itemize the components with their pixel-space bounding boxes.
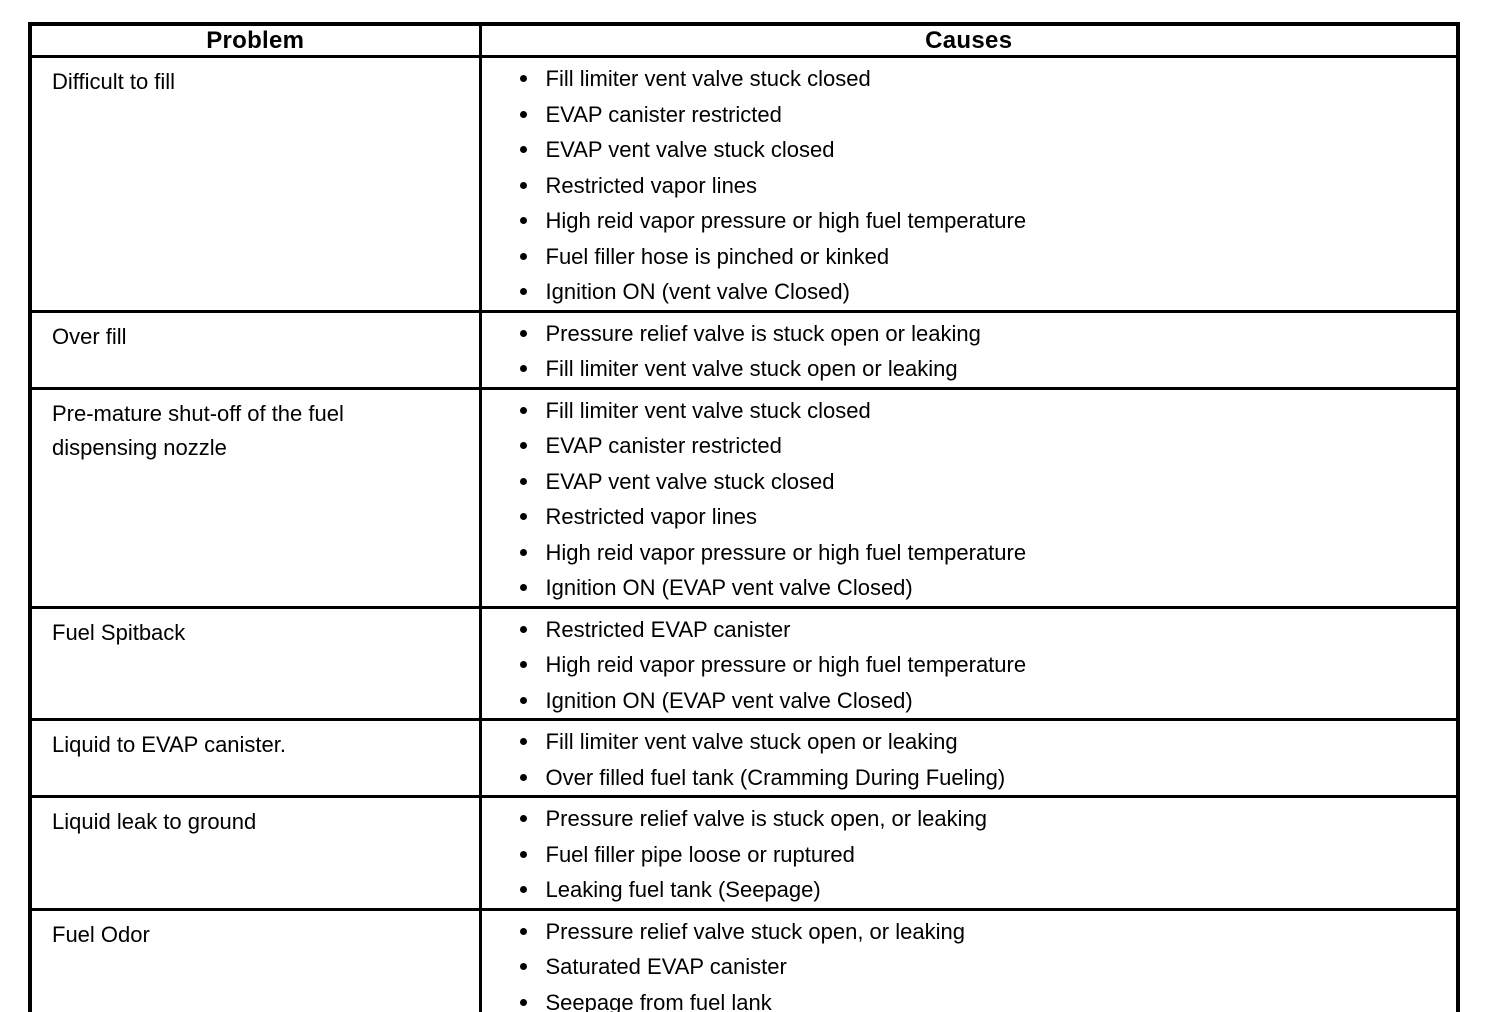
problem-label: Fuel Odor [52,921,150,947]
causes-list: Fill limiter vent valve stuck closed EVAP… [482,393,1457,606]
causes-list: Pressure relief valve is stuck open, or … [482,801,1457,908]
causes-list: Pressure relief valve stuck open, or lea… [482,914,1457,1012]
cause-item: Saturated EVAP canister [519,949,1457,985]
problem-cell: Pre-mature shut-off of the fuel dispensi… [28,386,482,609]
table-row: Liquid to EVAP canister. Fill limiter ven… [28,718,1460,798]
table-row: Fuel Odor Pressure relief valve stuck ope… [28,907,1460,1012]
causes-cell: Pressure relief valve is stuck open, or … [478,795,1460,911]
problem-label: Liquid to EVAP canister. [52,732,286,757]
cause-item: Restricted EVAP canister [519,612,1457,648]
header-row: Problem Causes [28,22,1460,58]
cause-item: EVAP vent valve stuck closed [519,464,1457,500]
cause-item: Pressure relief valve is stuck open, or … [519,801,1457,837]
problem-label: Difficult to fill [52,69,176,94]
cause-item: Seepage from fuel lank [519,985,1457,1012]
causes-cell: Fill limiter vent valve stuck closed EVAP… [478,386,1460,609]
cause-item: High reid vapor pressure or high fuel te… [519,647,1457,683]
cause-item: Fuel filler hose is pinched or kinked [519,239,1457,275]
causes-cell: Fill limiter vent valve stuck closed EVAP… [478,55,1460,313]
problem-label: Pre-mature shut-off of the fuel dispensi… [52,400,344,460]
causes-cell: Pressure relief valve is stuck open or l… [478,309,1460,390]
problem-cell: Fuel Spitback [28,605,482,721]
causes-cell: Pressure relief valve stuck open, or lea… [478,907,1460,1012]
problem-label: Liquid leak to ground [52,809,257,834]
table-row: Pre-mature shut-off of the fuel dispensi… [28,386,1460,609]
cause-item: Fuel filler pipe loose or ruptured [519,837,1457,873]
causes-list: Fill limiter vent valve stuck open or le… [482,724,1457,795]
table-header: Problem Causes [28,22,1460,58]
cause-item: Ignition ON (EVAP vent valve Closed) [519,570,1457,606]
causes-cell: Fill limiter vent valve stuck open or le… [478,718,1460,798]
problem-cell: Difficult to fill [28,55,482,313]
cause-item: Fill limiter vent valve stuck closed [519,393,1457,429]
cause-item: EVAP canister restricted [519,97,1457,133]
cause-item: High reid vapor pressure or high fuel te… [519,203,1457,239]
table-row: Fuel Spitback Restricted EVAP canister Hig… [28,605,1460,721]
problem-cell: Fuel Odor [28,907,482,1012]
table-row: Liquid leak to ground Pressure relief val… [28,795,1460,911]
cause-item: Pressure relief valve is stuck open or l… [519,316,1457,352]
cause-item: Ignition ON (vent valve Closed) [519,274,1457,310]
problem-cell: Over fill [28,309,482,390]
problem-label: Over fill [52,323,127,349]
cause-item: Leaking fuel tank (Seepage) [519,872,1457,908]
troubleshooting-table: Problem Causes Difficult to fill Fill lim… [28,22,1460,1012]
table-body: Difficult to fill Fill limiter vent valve… [28,55,1460,1012]
causes-column-header: Causes [478,22,1460,58]
cause-item: High reid vapor pressure or high fuel te… [519,535,1457,571]
table-row: Over fill Pressure relief valve is stuck … [28,309,1460,390]
cause-item: Fill limiter vent valve stuck open or le… [519,724,1457,760]
cause-item: EVAP vent valve stuck closed [519,132,1457,168]
causes-cell: Restricted EVAP canister High reid vapor … [478,605,1460,721]
cause-item: EVAP canister restricted [519,428,1457,464]
cause-item: Pressure relief valve stuck open, or lea… [519,914,1457,950]
problem-label: Fuel Spitback [52,619,186,645]
cause-item: Fill limiter vent valve stuck open or le… [519,351,1457,387]
problem-column-header: Problem [28,22,482,58]
cause-item: Over filled fuel tank (Cramming During F… [519,760,1457,796]
causes-list: Restricted EVAP canister High reid vapor … [482,612,1457,719]
cause-item: Restricted vapor lines [519,499,1457,535]
cause-item: Ignition ON (EVAP vent valve Closed) [519,683,1457,719]
cause-item: Restricted vapor lines [519,168,1457,204]
table-row: Difficult to fill Fill limiter vent valve… [28,55,1460,313]
problem-cell: Liquid leak to ground [28,795,482,911]
causes-list: Pressure relief valve is stuck open or l… [482,316,1457,387]
problem-cell: Liquid to EVAP canister. [28,718,482,798]
causes-list: Fill limiter vent valve stuck closed EVAP… [482,61,1457,310]
cause-item: Fill limiter vent valve stuck closed [519,61,1457,97]
